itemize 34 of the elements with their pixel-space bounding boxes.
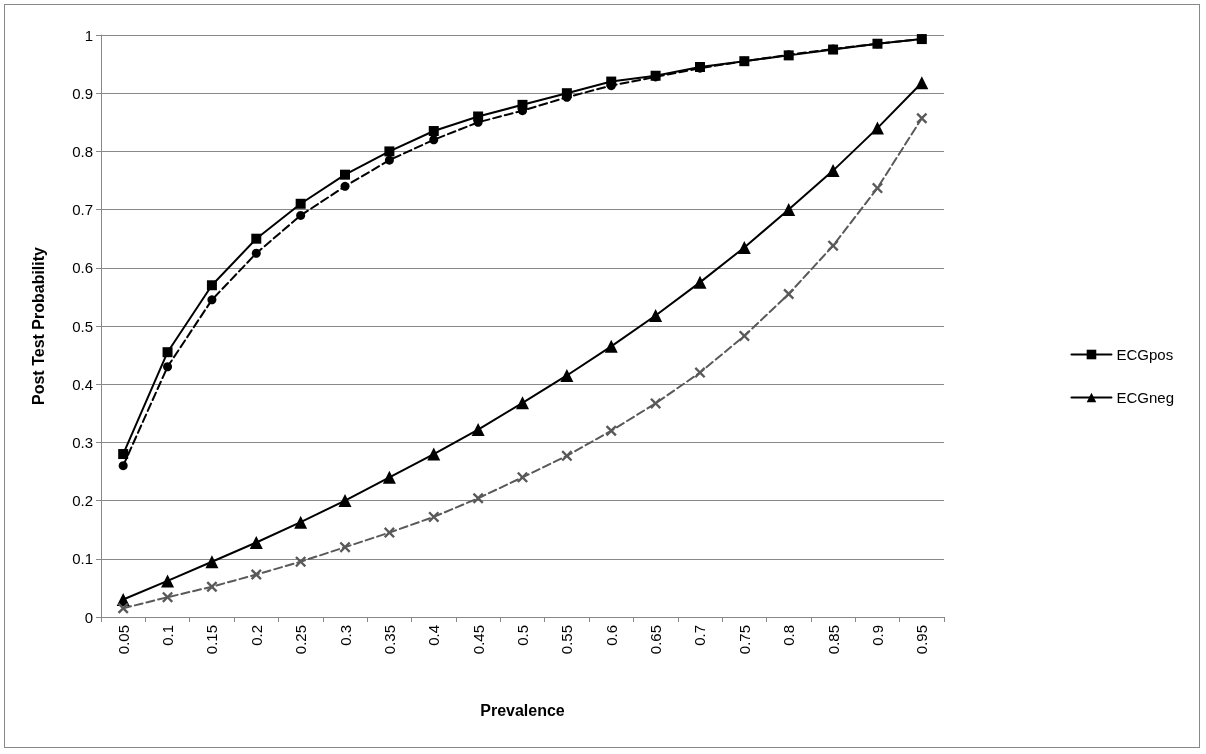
x-tick-label: 0.8 — [780, 625, 798, 646]
legend-label: ECGpos — [1116, 346, 1174, 363]
y-tick-label: 0.5 — [72, 317, 93, 335]
y-tick-label: 0.4 — [72, 375, 93, 393]
legend-label: ECGneg — [1116, 389, 1175, 406]
y-tick-label: 0.2 — [72, 492, 93, 510]
y-tick-label: 0.7 — [72, 201, 93, 219]
x-tick-label: 0.3 — [336, 625, 354, 646]
x-tick-label: 0.6 — [602, 625, 620, 646]
x-axis-title: Prevalence — [480, 701, 565, 719]
x-tick-label: 0.05 — [114, 625, 132, 655]
y-tick-label: 0.6 — [72, 259, 93, 277]
x-tick-label: 0.7 — [691, 625, 709, 646]
x-tick-label: 0.45 — [469, 625, 487, 655]
x-tick-label: 0.25 — [292, 625, 310, 655]
x-tick-label: 0.55 — [558, 625, 576, 655]
x-tick-label: 0.1 — [159, 625, 177, 646]
x-tick-label: 0.2 — [247, 625, 265, 646]
x-tick-label: 0.95 — [913, 625, 931, 655]
y-tick-label: 0.9 — [72, 84, 93, 102]
y-tick-label: 0.3 — [72, 433, 93, 451]
y-axis-title: Post Test Probability — [29, 246, 47, 405]
x-tick-label: 0.85 — [824, 625, 842, 655]
y-tick-label: 0.1 — [72, 550, 93, 568]
y-tick-label: 1 — [84, 26, 93, 44]
x-tick-label: 0.75 — [735, 625, 753, 655]
x-tick-label: 0.4 — [425, 625, 443, 646]
x-tick-label: 0.35 — [380, 625, 398, 655]
y-tick-label: 0.8 — [72, 142, 93, 160]
x-tick-label: 0.65 — [647, 625, 665, 655]
x-tick-label: 0.15 — [203, 625, 221, 655]
x-tick-label: 0.5 — [514, 625, 531, 646]
y-tick-label: 0 — [84, 608, 93, 626]
x-tick-label: 0.9 — [868, 625, 886, 646]
